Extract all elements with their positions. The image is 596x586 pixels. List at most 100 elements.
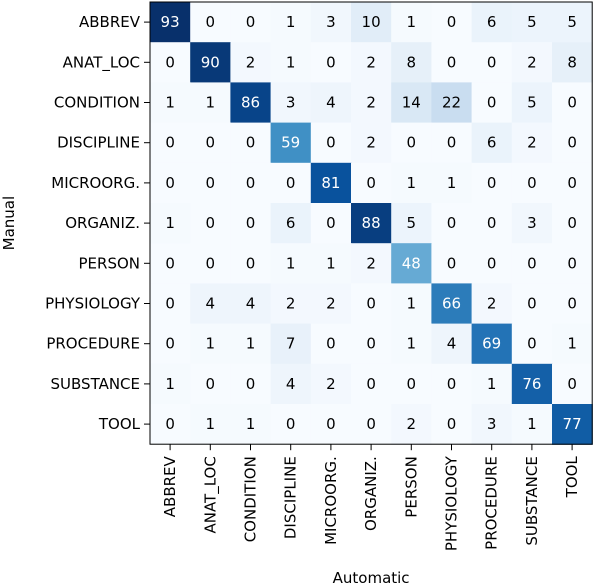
cell-value-label: 0 bbox=[246, 254, 256, 272]
heatmap-cell bbox=[552, 243, 593, 284]
heatmap-cell bbox=[351, 2, 392, 43]
heatmap-cell bbox=[270, 82, 312, 124]
cell-value-label: 0 bbox=[487, 53, 497, 71]
cell-value-label: 7 bbox=[286, 335, 296, 353]
cell-value-label: 1 bbox=[407, 174, 417, 192]
cell-value-label: 0 bbox=[447, 53, 457, 71]
cell-value-label: 90 bbox=[201, 53, 220, 71]
heatmap-cell bbox=[431, 243, 473, 284]
heatmap-cell bbox=[230, 122, 272, 164]
heatmap-cell bbox=[190, 283, 231, 325]
heatmap-cell bbox=[351, 162, 392, 204]
heatmap-cells bbox=[150, 2, 593, 445]
cell-value-label: 0 bbox=[567, 174, 577, 192]
cell-value-label: 0 bbox=[246, 13, 256, 31]
cell-value-label: 14 bbox=[402, 94, 421, 112]
cell-value-label: 2 bbox=[407, 415, 417, 433]
cell-value-label: 0 bbox=[447, 254, 457, 272]
heatmap-cell bbox=[552, 404, 593, 445]
heatmap-cell bbox=[190, 162, 231, 204]
heatmap-cell bbox=[230, 82, 272, 124]
cell-value-label: 0 bbox=[487, 254, 497, 272]
cell-value-label: 6 bbox=[487, 13, 497, 31]
cell-value-label: 81 bbox=[321, 174, 340, 192]
cell-value-label: 0 bbox=[447, 375, 457, 393]
cell-value-label: 0 bbox=[326, 415, 336, 433]
heatmap-cell bbox=[431, 203, 473, 244]
cell-value-label: 4 bbox=[447, 335, 457, 353]
cell-value-label: 2 bbox=[366, 94, 376, 112]
heatmap-cell bbox=[431, 162, 473, 204]
cell-value-label: 0 bbox=[366, 375, 376, 393]
heatmap-cell bbox=[552, 42, 593, 83]
heatmap-cell bbox=[431, 363, 473, 405]
heatmap-cell-labels: 93 0 0 1 3 10 1 0 6 5 50 90 2 1 0 2 8 0 0 2 81 1 86 3 4 2 14 22 0 5 00… bbox=[161, 13, 582, 433]
cell-value-label: 0 bbox=[567, 214, 577, 232]
heatmap-cell bbox=[150, 404, 191, 445]
heatmap-cell bbox=[431, 82, 473, 124]
cell-value-label: 69 bbox=[482, 335, 501, 353]
heatmap-cell bbox=[552, 162, 593, 204]
cell-value-label: 6 bbox=[286, 214, 296, 232]
cell-value-label: 0 bbox=[447, 214, 457, 232]
x-tick-label: ANAT_LOC bbox=[201, 456, 220, 533]
heatmap-cell bbox=[270, 2, 312, 43]
heatmap-cell bbox=[270, 122, 312, 164]
heatmap-cell bbox=[552, 122, 593, 164]
heatmap-cell bbox=[310, 363, 352, 405]
heatmap-cell bbox=[150, 162, 191, 204]
cell-value-label: 0 bbox=[407, 375, 417, 393]
heatmap-cell bbox=[552, 2, 593, 43]
cell-value-label: 0 bbox=[246, 134, 256, 152]
heatmap-cell bbox=[511, 363, 553, 405]
heatmap-cell bbox=[471, 323, 513, 365]
heatmap-cell bbox=[431, 122, 473, 164]
heatmap-cell bbox=[351, 82, 392, 124]
cell-value-label: 76 bbox=[522, 375, 541, 393]
cell-value-label: 1 bbox=[407, 13, 417, 31]
heatmap-cell bbox=[351, 363, 392, 405]
cell-value-label: 0 bbox=[206, 134, 216, 152]
x-tick-label: SUBSTANCE bbox=[523, 456, 541, 545]
heatmap-cell bbox=[471, 42, 513, 83]
cell-value-label: 5 bbox=[407, 214, 417, 232]
x-axis-title: Automatic bbox=[333, 569, 410, 586]
cell-value-label: 0 bbox=[165, 415, 175, 433]
x-tick-label: ABBREV bbox=[161, 455, 179, 517]
heatmap-cell bbox=[270, 162, 312, 204]
heatmap-cell bbox=[190, 122, 231, 164]
heatmap-cell bbox=[150, 122, 191, 164]
cell-value-label: 0 bbox=[326, 53, 336, 71]
cell-value-label: 59 bbox=[281, 134, 300, 152]
heatmap-cell bbox=[511, 122, 553, 164]
heatmap-cell bbox=[230, 203, 272, 244]
cell-value-label: 0 bbox=[366, 415, 376, 433]
cell-value-label: 0 bbox=[366, 335, 376, 353]
cell-value-label: 1 bbox=[165, 214, 175, 232]
cell-value-label: 2 bbox=[326, 295, 336, 313]
heatmap-cell bbox=[190, 404, 231, 445]
heatmap-cell bbox=[190, 363, 231, 405]
heatmap-cell bbox=[391, 162, 432, 204]
heatmap-cell bbox=[230, 404, 272, 445]
cell-value-label: 0 bbox=[447, 415, 457, 433]
cell-value-label: 1 bbox=[206, 415, 216, 433]
heatmap-cell bbox=[150, 82, 191, 124]
cell-value-label: 0 bbox=[165, 174, 175, 192]
cell-value-label: 4 bbox=[286, 375, 296, 393]
heatmap-cell bbox=[270, 404, 312, 445]
cell-value-label: 0 bbox=[567, 375, 577, 393]
cell-value-label: 2 bbox=[527, 53, 537, 71]
heatmap-cell bbox=[431, 404, 473, 445]
cell-value-label: 8 bbox=[407, 53, 417, 71]
heatmap-cell bbox=[511, 283, 553, 325]
cell-value-label: 5 bbox=[527, 13, 537, 31]
cell-value-label: 0 bbox=[567, 94, 577, 112]
heatmap-cell bbox=[351, 283, 392, 325]
cell-value-label: 0 bbox=[487, 174, 497, 192]
heatmap-cell bbox=[230, 162, 272, 204]
cell-value-label: 0 bbox=[206, 375, 216, 393]
cell-value-label: 0 bbox=[206, 254, 216, 272]
y-axis-title: Manual bbox=[0, 196, 18, 251]
heatmap-cell bbox=[471, 82, 513, 124]
